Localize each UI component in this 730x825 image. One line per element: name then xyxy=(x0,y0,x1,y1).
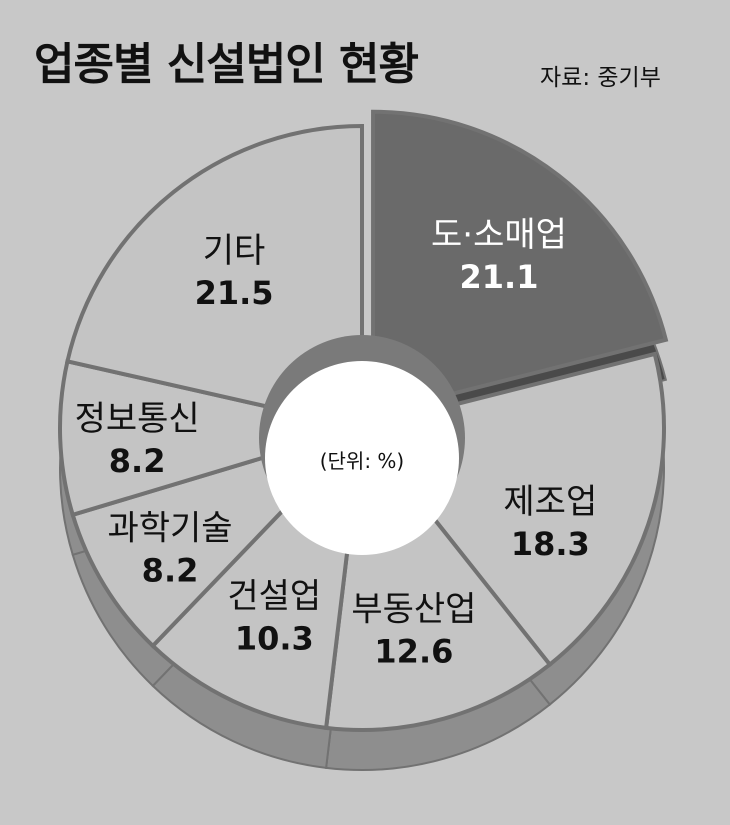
chart-title: 업종별 신설법인 현황 xyxy=(34,39,419,90)
slice-label-6: 정보통신 xyxy=(75,399,200,439)
slice-label-4: 건설업 xyxy=(227,576,321,616)
slice-value-4: 10.3 xyxy=(235,619,314,657)
slice-7 xyxy=(65,123,364,431)
source-note: 자료: 중기부 xyxy=(540,65,661,91)
slice-value-6: 8.2 xyxy=(109,442,166,480)
unit-note: (단위: %) xyxy=(320,449,405,473)
donut-hole xyxy=(265,361,459,555)
slice-label-5: 과학기술 xyxy=(107,508,232,548)
slice-value-7: 21.5 xyxy=(195,274,274,312)
slice-label-1: 도·소매업 xyxy=(431,215,567,255)
slice-1 xyxy=(371,109,669,417)
slice-labels: 도·소매업21.1제조업18.3부동산업12.6건설업10.3과학기술8.2정보… xyxy=(75,215,598,670)
slice-value-5: 8.2 xyxy=(142,551,199,589)
slice-label-7: 기타 xyxy=(203,231,266,271)
slice-value-3: 12.6 xyxy=(374,632,453,670)
donut-hole: (단위: %) xyxy=(259,335,465,555)
slice-label-3: 부동산업 xyxy=(351,589,476,629)
slice-value-1: 21.1 xyxy=(460,258,539,296)
slice-6 xyxy=(58,358,370,518)
slice-value-2: 18.3 xyxy=(511,525,590,563)
slice-label-2: 제조업 xyxy=(503,482,597,522)
